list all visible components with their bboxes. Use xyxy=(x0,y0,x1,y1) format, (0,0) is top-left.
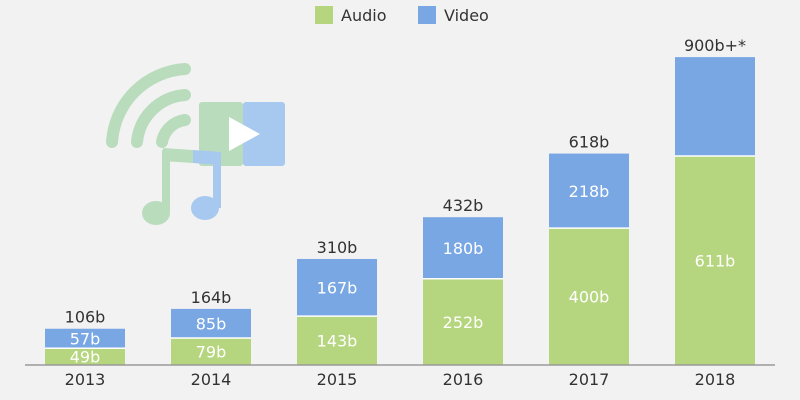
bar-label-video-2014: 85b xyxy=(196,314,227,333)
x-tick-label-2015: 2015 xyxy=(317,370,358,389)
bar-label-audio-2015: 143b xyxy=(317,332,358,351)
legend-swatch-audio xyxy=(315,6,333,24)
bar-label-audio-2016: 252b xyxy=(443,313,484,332)
x-tick-label-2016: 2016 xyxy=(443,370,484,389)
total-label-2016: 432b xyxy=(443,196,484,215)
bar-audio-2013 xyxy=(45,348,125,365)
total-label-2018: 900b+* xyxy=(684,36,746,55)
bar-video-2014 xyxy=(171,308,251,338)
bar-label-audio-2017: 400b xyxy=(569,288,610,307)
total-label-2013: 106b xyxy=(65,308,106,327)
x-tick-label-2013: 2013 xyxy=(65,370,106,389)
x-tick-label-2017: 2017 xyxy=(569,370,610,389)
bar-video-2017 xyxy=(549,153,629,229)
legend-label-audio: Audio xyxy=(341,6,386,25)
legend-swatch-video xyxy=(418,6,436,24)
video-play-icon xyxy=(199,102,285,166)
total-label-2014: 164b xyxy=(191,288,232,307)
bar-label-video-2016: 180b xyxy=(443,239,484,258)
bar-audio-2014 xyxy=(171,337,251,365)
wifi-icon xyxy=(106,63,191,148)
bar-label-video-2015: 167b xyxy=(317,279,358,298)
bar-label-audio-2013: 49b xyxy=(70,348,101,367)
legend-label-video: Video xyxy=(444,6,489,25)
bar-label-video-2017: 218b xyxy=(569,182,610,201)
bar-video-2016 xyxy=(423,217,503,279)
bar-audio-2017 xyxy=(549,228,629,365)
x-tick-label-2014: 2014 xyxy=(191,370,232,389)
bar-video-2015 xyxy=(297,258,377,317)
bar-label-video-2013: 57b xyxy=(70,329,101,348)
bar-audio-2016 xyxy=(423,278,503,365)
bar-label-audio-2018: 611b xyxy=(695,251,736,270)
bar-video-2013 xyxy=(45,328,125,349)
total-label-2015: 310b xyxy=(317,238,358,257)
x-tick-label-2018: 2018 xyxy=(695,370,736,389)
bar-audio-2018 xyxy=(675,155,755,365)
bar-audio-2015 xyxy=(297,316,377,365)
legend: Audio Video xyxy=(315,6,489,25)
bar-video-2018 xyxy=(675,57,755,156)
bars-layer xyxy=(45,57,755,365)
music-note-icon xyxy=(142,148,221,225)
total-label-2017: 618b xyxy=(569,133,610,152)
media-illustration xyxy=(106,63,285,225)
bar-label-audio-2014: 79b xyxy=(196,342,227,361)
